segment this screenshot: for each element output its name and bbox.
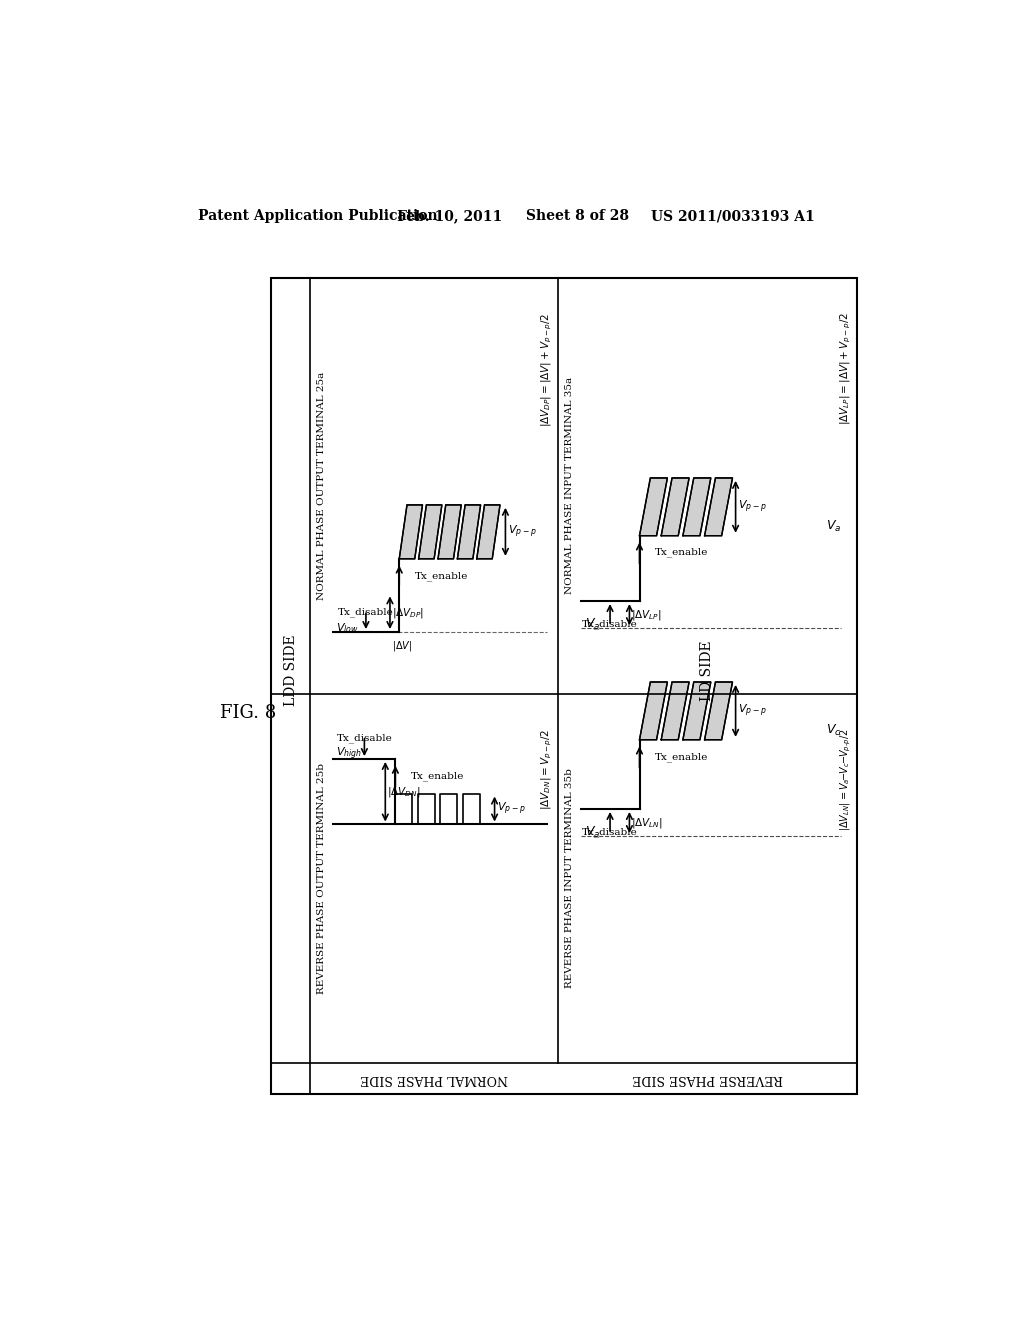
Text: $V_{high}$: $V_{high}$ [336, 746, 361, 762]
Text: REVERSE PHASE SIDE: REVERSE PHASE SIDE [632, 1072, 782, 1085]
Polygon shape [399, 506, 423, 558]
Text: $|\Delta V_{LN}|$: $|\Delta V_{LN}|$ [631, 816, 663, 829]
Text: $V_c$: $V_c$ [825, 723, 841, 738]
Text: $V_{p-p}$: $V_{p-p}$ [738, 499, 767, 515]
Bar [271, 277, 856, 1094]
Polygon shape [477, 506, 500, 558]
Polygon shape [662, 682, 689, 739]
Text: Tx_enable: Tx_enable [411, 771, 464, 781]
Polygon shape [438, 506, 461, 558]
Text: $|\Delta V_{LP}|$: $|\Delta V_{LP}|$ [631, 607, 662, 622]
Text: NORMAL PHASE OUTPUT TERMINAL 25a: NORMAL PHASE OUTPUT TERMINAL 25a [317, 371, 327, 599]
Text: REVERSE PHASE OUTPUT TERMINAL 25b: REVERSE PHASE OUTPUT TERMINAL 25b [317, 763, 327, 994]
Polygon shape [419, 506, 442, 558]
Text: FIG. 8: FIG. 8 [220, 704, 276, 722]
Text: $V_{low}$: $V_{low}$ [336, 622, 358, 635]
Polygon shape [640, 478, 668, 536]
Text: $V_a$: $V_a$ [586, 616, 601, 632]
Polygon shape [705, 682, 732, 739]
Text: Tx_enable: Tx_enable [415, 570, 468, 581]
Text: $|\Delta V_{LN}|=V_a\!\!-\!\!V_c\!\!-\!\!V_{p\text{-}p}/2$: $|\Delta V_{LN}|=V_a\!\!-\!\!V_c\!\!-\!\… [839, 729, 853, 830]
Text: $|\Delta V_{DN}|$: $|\Delta V_{DN}|$ [387, 784, 420, 799]
Polygon shape [683, 682, 711, 739]
Text: Patent Application Publication: Patent Application Publication [198, 209, 437, 223]
Text: REVERSE PHASE INPUT TERMINAL 35b: REVERSE PHASE INPUT TERMINAL 35b [565, 768, 574, 989]
Text: Tx_disable: Tx_disable [338, 607, 394, 616]
Text: LD SIDE: LD SIDE [700, 640, 715, 701]
Text: $V_{p-p}$: $V_{p-p}$ [738, 702, 767, 719]
Text: $V_a$: $V_a$ [825, 519, 841, 535]
Polygon shape [640, 682, 668, 739]
Text: NORMAL PHASE SIDE: NORMAL PHASE SIDE [360, 1072, 508, 1085]
Text: Tx_disable: Tx_disable [583, 828, 638, 837]
Text: $|\Delta V_{LP}|=|\Delta V|+V_{p-p}/2$: $|\Delta V_{LP}|=|\Delta V|+V_{p-p}/2$ [839, 313, 853, 425]
Text: $V_{p-p}$: $V_{p-p}$ [497, 801, 525, 817]
Text: $|\Delta V_{DP}|$: $|\Delta V_{DP}|$ [391, 606, 424, 619]
Text: $|\Delta V_{DP}|=|\Delta V|+V_{p-p}/2$: $|\Delta V_{DP}|=|\Delta V|+V_{p-p}/2$ [540, 313, 554, 426]
Polygon shape [683, 478, 711, 536]
Text: Tx_disable: Tx_disable [583, 619, 638, 628]
Text: LDD SIDE: LDD SIDE [284, 635, 298, 706]
Text: $|\Delta V_{DN}|=V_{p-p}/2$: $|\Delta V_{DN}|=V_{p-p}/2$ [540, 729, 554, 809]
Text: $V_a$: $V_a$ [586, 825, 601, 840]
Text: US 2011/0033193 A1: US 2011/0033193 A1 [650, 209, 814, 223]
Text: Sheet 8 of 28: Sheet 8 of 28 [526, 209, 629, 223]
Text: $V_{p-p}$: $V_{p-p}$ [508, 524, 537, 540]
Polygon shape [705, 478, 732, 536]
Text: Tx_enable: Tx_enable [655, 752, 709, 762]
Text: Feb. 10, 2011: Feb. 10, 2011 [397, 209, 502, 223]
Text: Tx_enable: Tx_enable [655, 548, 709, 557]
Text: Tx_disable: Tx_disable [337, 733, 392, 743]
Text: NORMAL PHASE INPUT TERMINAL 35a: NORMAL PHASE INPUT TERMINAL 35a [565, 378, 574, 594]
Polygon shape [662, 478, 689, 536]
Text: $|\Delta V|$: $|\Delta V|$ [391, 639, 412, 653]
Polygon shape [458, 506, 480, 558]
